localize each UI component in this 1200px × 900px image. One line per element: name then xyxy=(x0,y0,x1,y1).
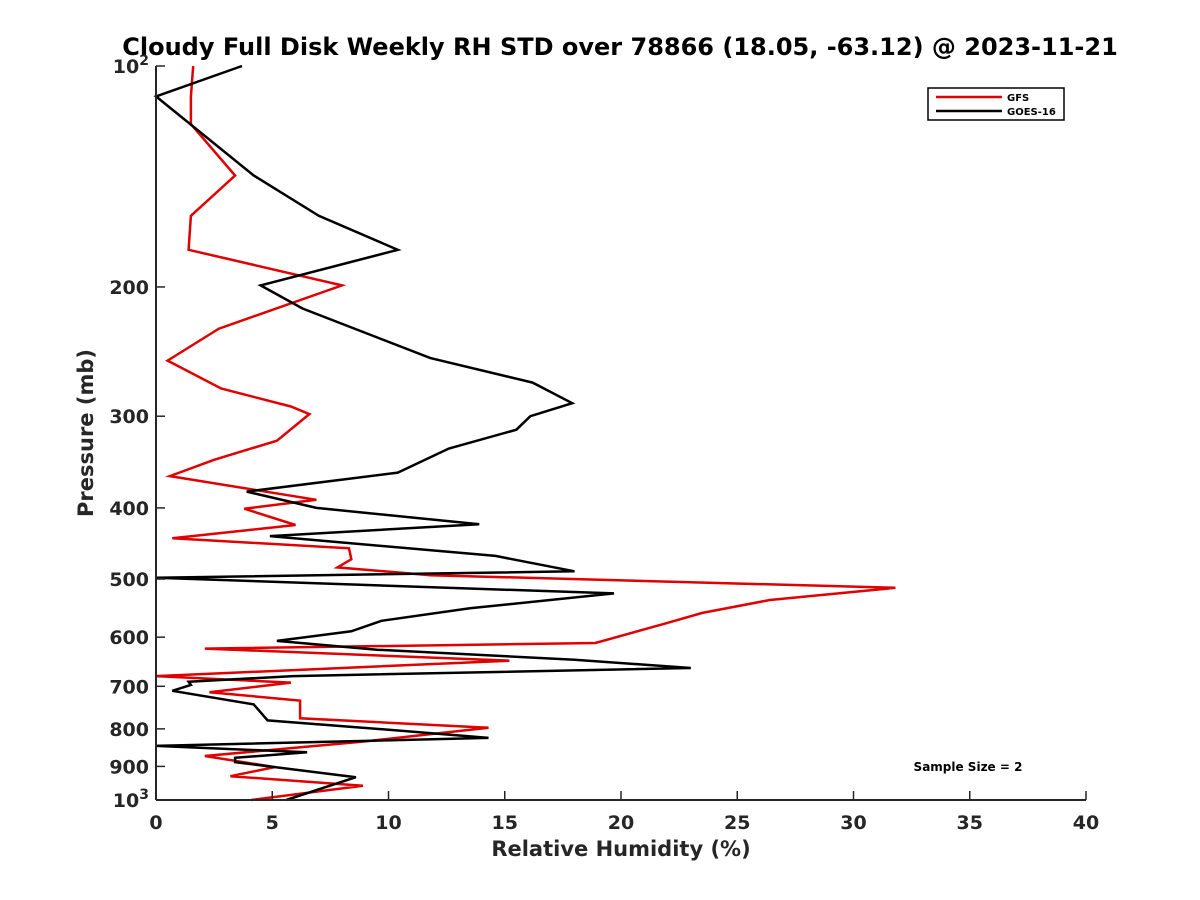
y-tick-label: 600 xyxy=(109,627,149,649)
x-axis-ticks: 0 5 10 15 20 25 30 35 40 xyxy=(149,791,1099,834)
y-tick-label: 400 xyxy=(109,498,149,520)
x-tick-label: 20 xyxy=(608,812,634,834)
x-tick-label: 0 xyxy=(149,812,162,834)
x-tick-label: 40 xyxy=(1073,812,1099,834)
x-tick-label: 35 xyxy=(957,812,983,834)
y-tick-label: 300 xyxy=(109,406,149,428)
series-line-gfs xyxy=(155,65,896,802)
x-tick-label: 10 xyxy=(375,812,401,834)
y-tick-label: 700 xyxy=(109,676,149,698)
y-axis-ticks: 102 200 300 400 500 600 700 800 900 103 xyxy=(109,53,165,812)
series-layer xyxy=(153,64,896,802)
y-tick-label: 200 xyxy=(109,277,149,299)
x-tick-label: 15 xyxy=(492,812,518,834)
sample-size-annotation: Sample Size = 2 xyxy=(914,760,1023,774)
x-tick-label: 30 xyxy=(840,812,866,834)
x-tick-label: 25 xyxy=(724,812,750,834)
legend-box xyxy=(927,87,1065,121)
series-line-goes16 xyxy=(153,64,691,802)
y-tick-label: 900 xyxy=(109,756,149,778)
y-axis-label: Pressure (mb) xyxy=(74,349,98,517)
legend-label-goes16: GOES-16 xyxy=(1007,107,1056,118)
legend: GFS GOES-16 xyxy=(927,87,1065,121)
y-tick-label: 500 xyxy=(109,569,149,591)
chart-title: Cloudy Full Disk Weekly RH STD over 7886… xyxy=(122,33,1118,61)
plot-area xyxy=(156,66,1086,800)
legend-label-gfs: GFS xyxy=(1007,93,1029,104)
x-tick-label: 5 xyxy=(266,812,279,834)
x-axis-label: Relative Humidity (%) xyxy=(491,837,750,861)
y-tick-label: 800 xyxy=(109,719,149,741)
y-tick-label: 102 xyxy=(113,53,149,78)
y-tick-label: 103 xyxy=(113,787,149,812)
